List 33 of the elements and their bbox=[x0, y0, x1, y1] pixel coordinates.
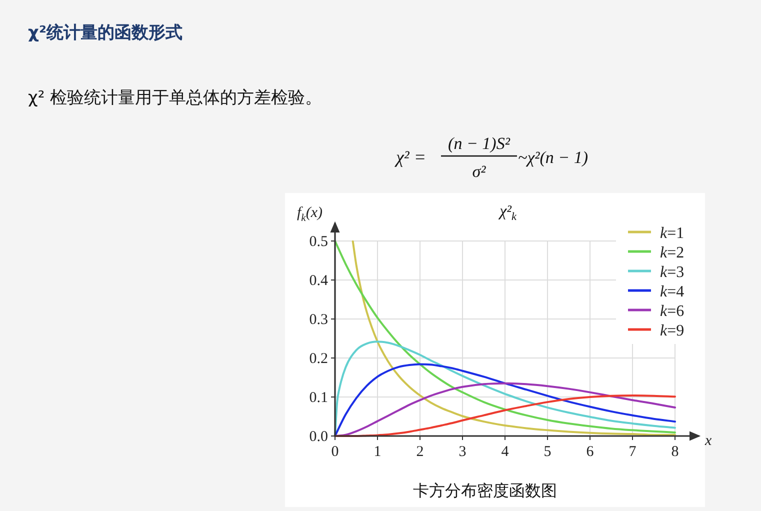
x-tick-label: 3 bbox=[458, 444, 466, 460]
annotation: χ²$_{k}$ bbox=[500, 203, 516, 223]
annotation: ~χ²(n − 1) bbox=[518, 148, 588, 167]
y-tick-label: 0.5 bbox=[309, 234, 328, 250]
line-series bbox=[334, 394, 676, 437]
x-tick-label: 7 bbox=[628, 444, 637, 460]
legend-label: k=3 bbox=[660, 264, 684, 281]
y-tick-label: 0.0 bbox=[309, 429, 328, 445]
legend-label: k=4 bbox=[660, 284, 684, 300]
xlabel: x bbox=[705, 433, 712, 449]
x-tick-label: 5 bbox=[544, 444, 552, 460]
x-tick-label: 2 bbox=[416, 444, 424, 460]
legend-label: k=1 bbox=[660, 225, 684, 242]
x-tick-label: 1 bbox=[374, 444, 382, 460]
annotation: 卡方分布密度函数图 bbox=[413, 481, 557, 500]
y-tick-label: 0.2 bbox=[309, 351, 328, 367]
annotation: χ² = bbox=[396, 147, 426, 167]
ylabel: f$_{k}$(x) bbox=[297, 205, 322, 224]
y-tick-label: 0.3 bbox=[309, 312, 328, 328]
annotation: σ² bbox=[472, 162, 486, 181]
legend-label: k=9 bbox=[660, 322, 684, 340]
annotation: (n − 1)S² bbox=[448, 134, 510, 153]
subtitle: χ² 检验统计量用于单总体的方差检验。 bbox=[28, 88, 322, 108]
legend-label: k=2 bbox=[660, 244, 684, 262]
y-tick-label: 0.4 bbox=[309, 273, 328, 289]
legend-label: k=6 bbox=[660, 303, 684, 320]
x-tick-label: 4 bbox=[501, 444, 510, 460]
x-tick-label: 8 bbox=[671, 444, 679, 460]
x-tick-label: 0 bbox=[331, 444, 339, 460]
title: χ²统计量的函数形式 bbox=[28, 23, 182, 43]
x-tick-label: 6 bbox=[586, 444, 594, 460]
y-tick-label: 0.1 bbox=[309, 390, 328, 406]
line-series bbox=[334, 363, 676, 437]
